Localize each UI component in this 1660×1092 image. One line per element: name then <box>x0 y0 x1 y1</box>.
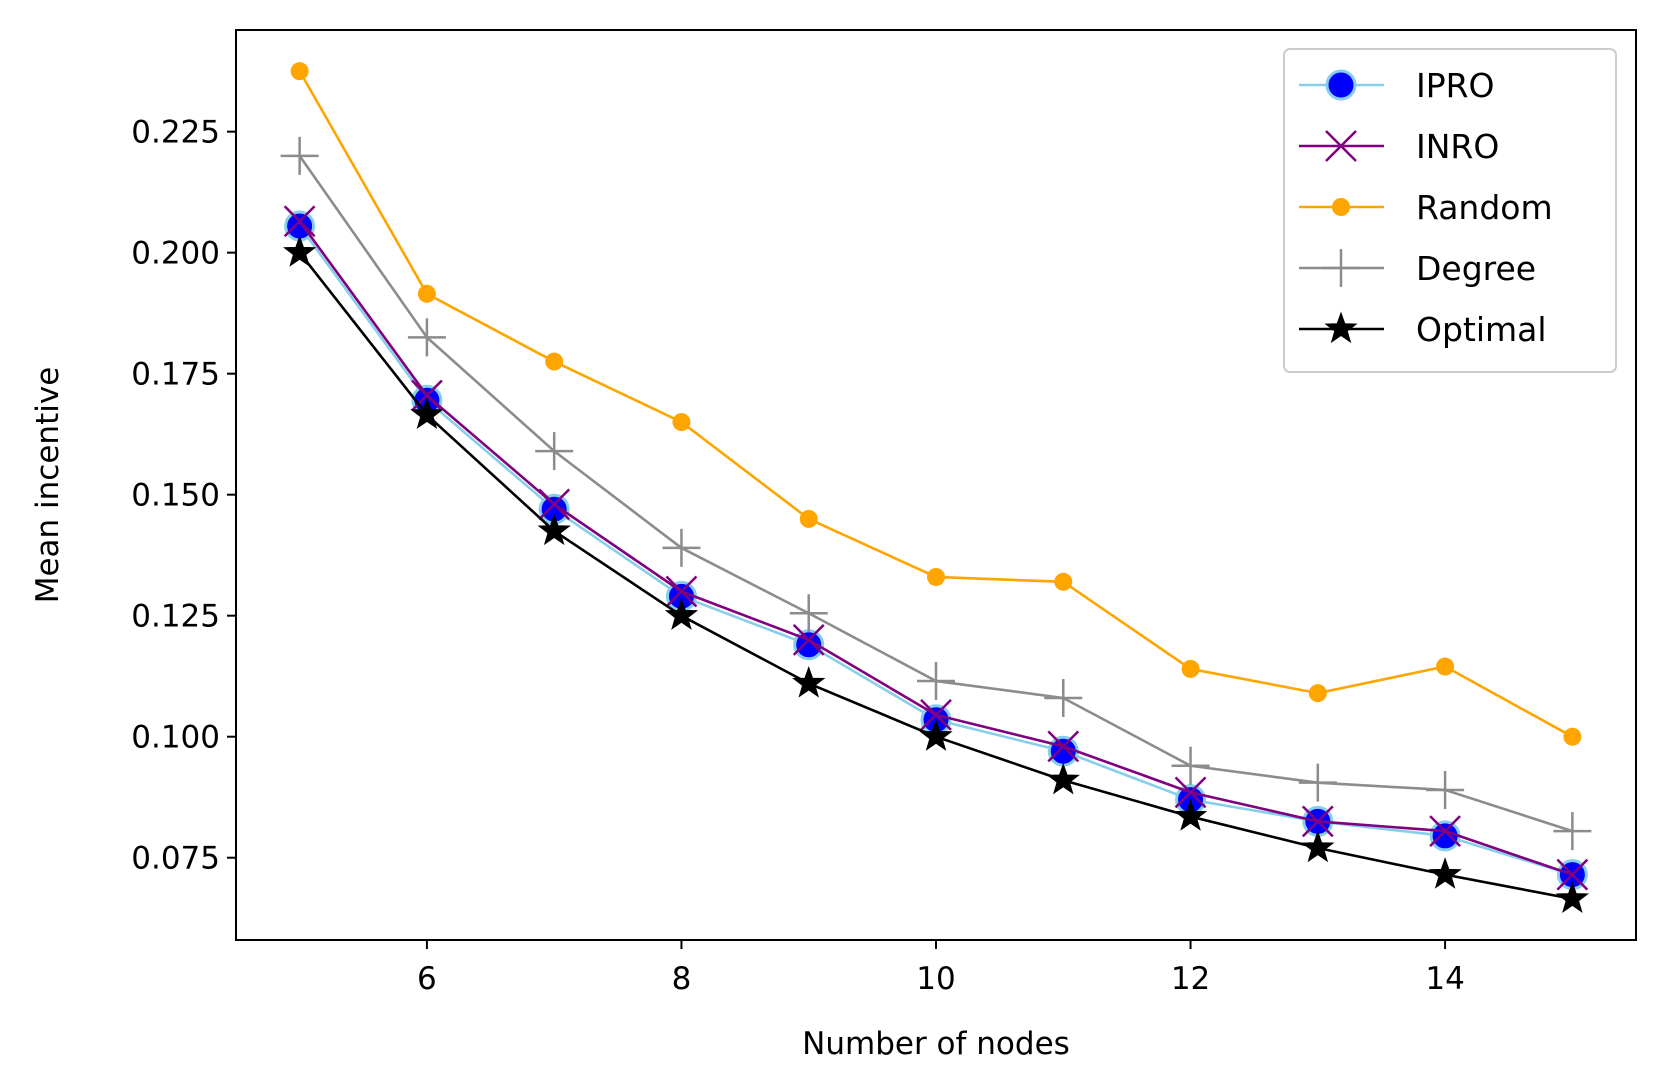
optimal-point <box>919 719 953 751</box>
legend-item-ipro: IPRO <box>1299 66 1495 105</box>
y-axis-ticks: 0.075 0.100 0.125 0.150 0.175 0.200 0.225 <box>131 115 236 877</box>
y-tick-label: 0.225 <box>131 115 220 151</box>
series-inro <box>283 205 1589 891</box>
x-tick-label: 10 <box>916 961 955 997</box>
legend-marker-ipro <box>1325 69 1357 101</box>
degree-point <box>1553 812 1592 851</box>
degree-point <box>662 528 701 567</box>
inro-point <box>920 699 952 731</box>
legend-label-degree: Degree <box>1416 249 1536 288</box>
optimal-point <box>1428 857 1462 889</box>
inro-point <box>792 624 825 656</box>
series-degree <box>280 136 1592 851</box>
degree-point <box>789 594 828 633</box>
y-tick-label: 0.075 <box>131 841 220 877</box>
optimal-point <box>792 665 826 698</box>
random-point <box>545 352 564 371</box>
x-axis-ticks: 6 8 10 12 14 <box>417 940 1465 997</box>
legend-box <box>1283 48 1617 373</box>
optimal-point <box>1046 762 1080 795</box>
y-tick-label: 0.175 <box>131 357 220 393</box>
random-point <box>1308 684 1327 703</box>
ipro-point <box>1429 820 1461 852</box>
optimal-point <box>1555 881 1589 914</box>
series-layer <box>280 62 1592 914</box>
y-tick-label: 0.100 <box>131 720 220 756</box>
degree-point <box>535 432 574 471</box>
x-tick-label: 14 <box>1425 961 1464 997</box>
optimal-point <box>283 235 317 267</box>
random-point <box>1563 727 1582 746</box>
inro-point <box>1174 776 1207 809</box>
y-tick-label: 0.200 <box>131 236 220 272</box>
inro-point <box>538 488 571 521</box>
x-tick-label: 6 <box>417 961 437 997</box>
inro-point <box>283 205 316 238</box>
legend: IPRO INRO Random Degree Optimal <box>1283 48 1617 373</box>
legend-item-optimal: Optimal <box>1299 310 1547 349</box>
optimal-point <box>1173 799 1208 831</box>
legend-label-inro: INRO <box>1416 127 1499 166</box>
y-axis-label: Mean incentive <box>30 367 66 604</box>
optimal-point <box>1301 830 1335 863</box>
y-tick-label: 0.125 <box>131 599 220 635</box>
random-point <box>290 62 309 81</box>
inro-point <box>665 575 698 608</box>
random-point <box>672 413 691 432</box>
random-point <box>1181 659 1200 678</box>
optimal-point <box>410 397 444 429</box>
legend-marker-optimal <box>1324 311 1358 344</box>
legend-label-random: Random <box>1416 188 1553 227</box>
random-point <box>927 567 945 586</box>
legend-label-optimal: Optimal <box>1416 310 1547 349</box>
legend-label-ipro: IPRO <box>1416 66 1495 105</box>
legend-marker-degree <box>1322 249 1360 287</box>
degree-point <box>407 318 446 357</box>
degree-point <box>1044 678 1083 717</box>
degree-point <box>1171 746 1210 785</box>
random-point <box>417 284 436 303</box>
legend-item-degree: Degree <box>1299 249 1536 288</box>
x-tick-label: 8 <box>672 961 692 997</box>
legend-marker-random <box>1332 198 1350 216</box>
series-optimal <box>283 235 1589 914</box>
degree-point <box>1426 770 1465 809</box>
degree-point <box>280 136 319 175</box>
inro-point <box>411 379 443 412</box>
optimal-point <box>537 513 571 546</box>
x-tick-label: 12 <box>1171 961 1210 997</box>
y-tick-label: 0.150 <box>131 478 220 514</box>
inro-point <box>1047 730 1080 763</box>
legend-item-random: Random <box>1299 188 1553 227</box>
random-point <box>1054 572 1073 591</box>
series-random <box>290 62 1582 746</box>
inro-point <box>1301 805 1334 838</box>
x-axis-label: Number of nodes <box>802 1026 1070 1062</box>
inro-point <box>1556 858 1589 891</box>
degree-point <box>1298 763 1337 802</box>
random-point <box>1436 657 1455 676</box>
degree-point <box>917 662 955 701</box>
legend-marker-inro <box>1325 130 1357 162</box>
optimal-point <box>664 598 699 630</box>
legend-item-inro: INRO <box>1299 127 1499 166</box>
inro-point <box>1429 815 1461 847</box>
random-point <box>799 509 818 528</box>
